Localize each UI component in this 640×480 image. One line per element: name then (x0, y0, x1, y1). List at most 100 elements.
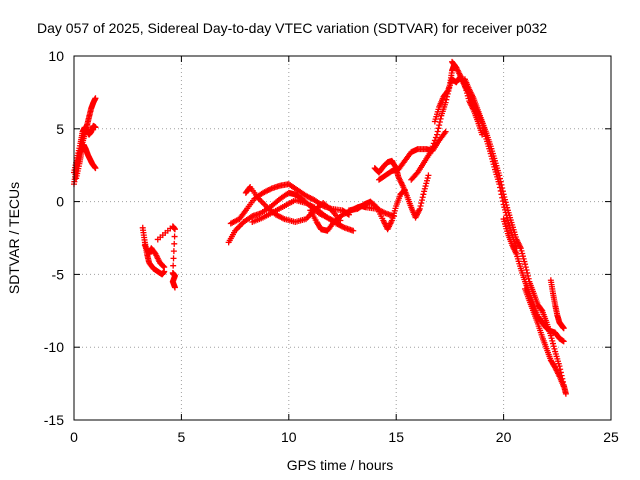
chart-title: Day 057 of 2025, Sidereal Day-to-day VTE… (37, 20, 547, 36)
data-point (442, 128, 449, 135)
data-point (442, 99, 449, 106)
data-point (350, 227, 357, 234)
series-seg-d3 (376, 128, 449, 183)
data-point (429, 143, 436, 150)
grid (74, 56, 611, 420)
data-point (497, 175, 504, 182)
y-tick-label: 0 (56, 194, 64, 210)
series-seg-a2 (71, 122, 99, 176)
data-point (560, 338, 567, 345)
data-point (434, 131, 441, 138)
y-tick-label: -10 (44, 339, 64, 355)
data-point (423, 180, 430, 187)
data-point (548, 335, 555, 342)
data-point (436, 119, 443, 126)
data-point (418, 200, 425, 207)
data-point (524, 272, 531, 279)
data-point (550, 343, 557, 350)
series-seg-a3 (73, 141, 99, 182)
data-point (423, 177, 430, 184)
data-point (437, 115, 444, 122)
data-point (420, 191, 427, 198)
data-point (418, 197, 425, 204)
data-point (161, 264, 168, 271)
data-point (435, 125, 442, 132)
data-point (170, 255, 177, 262)
series-seg-e4 (461, 76, 569, 397)
data-point (422, 183, 429, 190)
y-tick-label: 5 (56, 121, 64, 137)
data-point (417, 202, 424, 209)
axis-ticks: 0 5 10 15 20 25 -15 -10 -5 0 5 10 (44, 48, 619, 445)
y-axis-label: SDTVAR / TECUs (6, 182, 22, 294)
data-point (419, 194, 426, 201)
data-point (92, 124, 99, 131)
data-point (499, 185, 506, 192)
data-point (522, 264, 529, 271)
data-point (504, 204, 511, 211)
data-point (498, 181, 505, 188)
x-axis-label: GPS time / hours (287, 457, 394, 473)
data-point (499, 188, 506, 195)
data-point (416, 205, 423, 212)
data-point (427, 149, 434, 156)
data-point (171, 226, 178, 233)
data-point (497, 178, 504, 185)
x-tick-label: 5 (178, 429, 186, 445)
data-point (424, 175, 431, 182)
data-point (428, 146, 435, 153)
data-point (517, 245, 524, 252)
data-point (430, 140, 437, 147)
data-point (92, 95, 99, 102)
data-point (479, 131, 486, 138)
data-point (171, 233, 178, 240)
data-point (522, 261, 529, 268)
data-point (551, 345, 558, 352)
data-point (520, 255, 527, 262)
series-seg-d1 (345, 186, 408, 233)
data-point (431, 137, 438, 144)
data-point (502, 199, 509, 206)
data-point (519, 250, 526, 257)
x-tick-label: 10 (281, 429, 297, 445)
data-point (160, 263, 167, 270)
data-point (372, 203, 379, 210)
data-point (549, 337, 556, 344)
series-seg-b3 (154, 223, 178, 291)
data-point (503, 201, 510, 208)
data-point (501, 193, 508, 200)
series-seg-e6 (522, 285, 567, 390)
data-point (171, 284, 178, 291)
series-seg-e7 (547, 277, 567, 332)
y-tick-label: 10 (48, 48, 64, 64)
x-tick-label: 20 (496, 429, 512, 445)
plot-frame (73, 55, 612, 421)
data-point (425, 172, 432, 179)
data-point (525, 275, 532, 282)
data-point (550, 340, 557, 347)
x-tick-label: 15 (388, 429, 404, 445)
data-points (71, 58, 569, 397)
data-point (562, 390, 569, 397)
data-point (502, 196, 509, 203)
data-point (518, 247, 525, 254)
data-point (421, 188, 428, 195)
data-point (496, 172, 503, 179)
y-tick-label: -15 (44, 412, 64, 428)
data-point (523, 267, 530, 274)
data-point (434, 128, 441, 135)
series-seg-e5 (500, 216, 567, 345)
y-tick-label: -5 (52, 266, 65, 282)
data-point (432, 134, 439, 141)
x-tick-label: 0 (70, 429, 78, 445)
series-seg-d2 (371, 157, 432, 221)
data-point (519, 253, 526, 260)
x-tick-label: 25 (603, 429, 619, 445)
data-point (556, 363, 563, 370)
data-point (436, 122, 443, 129)
data-point (171, 240, 178, 247)
data-point (524, 269, 531, 276)
series-seg-e2 (431, 73, 486, 138)
series-seg-b2 (141, 242, 168, 271)
